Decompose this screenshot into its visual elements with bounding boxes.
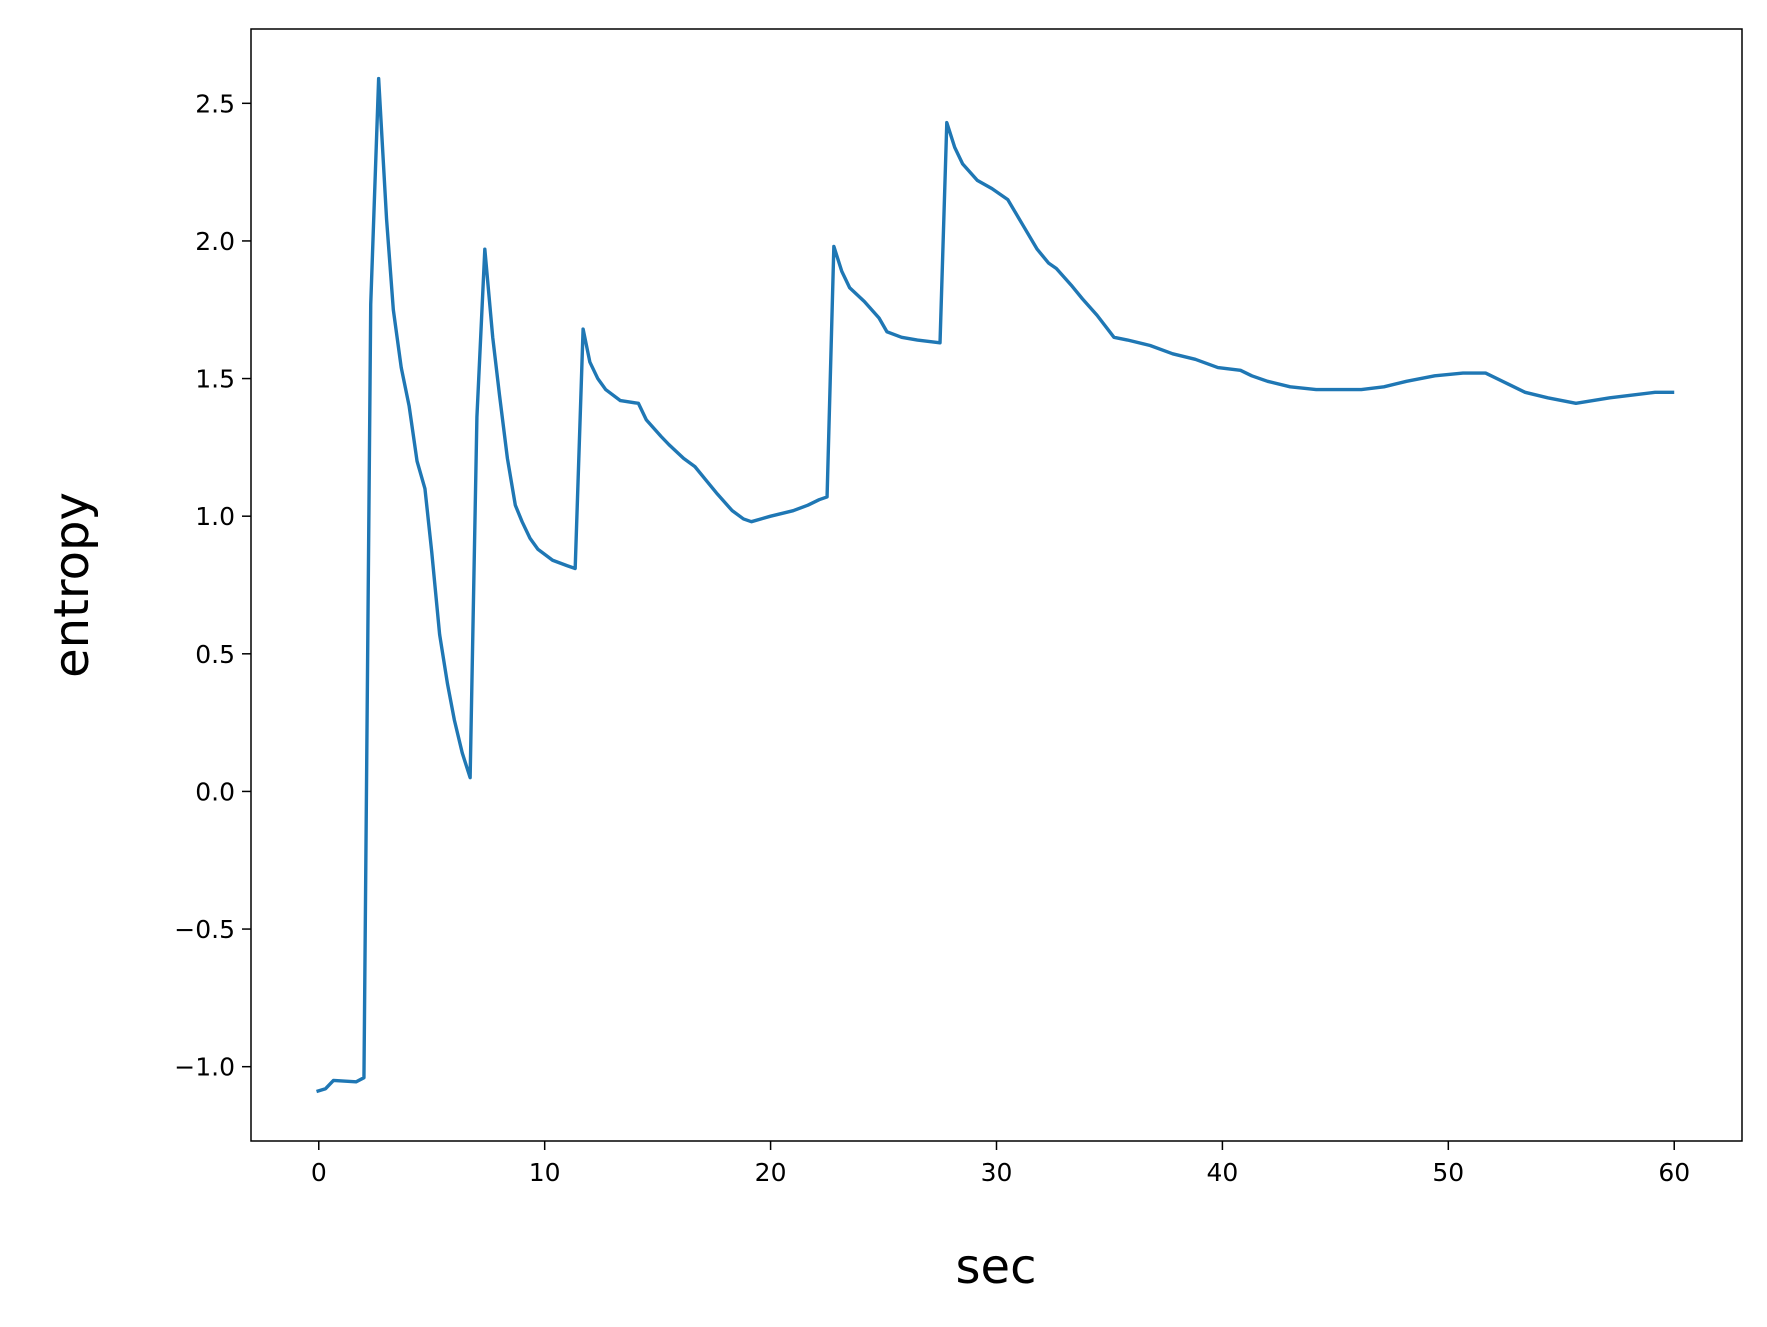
plot-frame <box>250 28 1743 1142</box>
x-tick-label: 0 <box>311 1158 327 1187</box>
y-tick-label: 1.0 <box>195 502 235 531</box>
y-tick-label: 1.5 <box>195 365 235 394</box>
x-tick-label: 50 <box>1432 1158 1464 1187</box>
y-tick-label: −1.0 <box>174 1053 235 1082</box>
y-tick-label: 0.0 <box>195 777 235 806</box>
y-tick-label: 2.5 <box>195 89 235 118</box>
y-tick-label: −0.5 <box>174 915 235 944</box>
x-tick-label: 20 <box>755 1158 787 1187</box>
x-axis-label: sec <box>956 1239 1037 1295</box>
y-axis-label: entropy <box>44 492 100 678</box>
y-tick-label: 2.0 <box>195 227 235 256</box>
x-tick-label: 60 <box>1658 1158 1690 1187</box>
y-tick-label: 0.5 <box>195 640 235 669</box>
x-tick-label: 10 <box>529 1158 561 1187</box>
x-tick-label: 30 <box>981 1158 1013 1187</box>
x-tick-label: 40 <box>1207 1158 1239 1187</box>
line-series <box>316 76 1675 1094</box>
